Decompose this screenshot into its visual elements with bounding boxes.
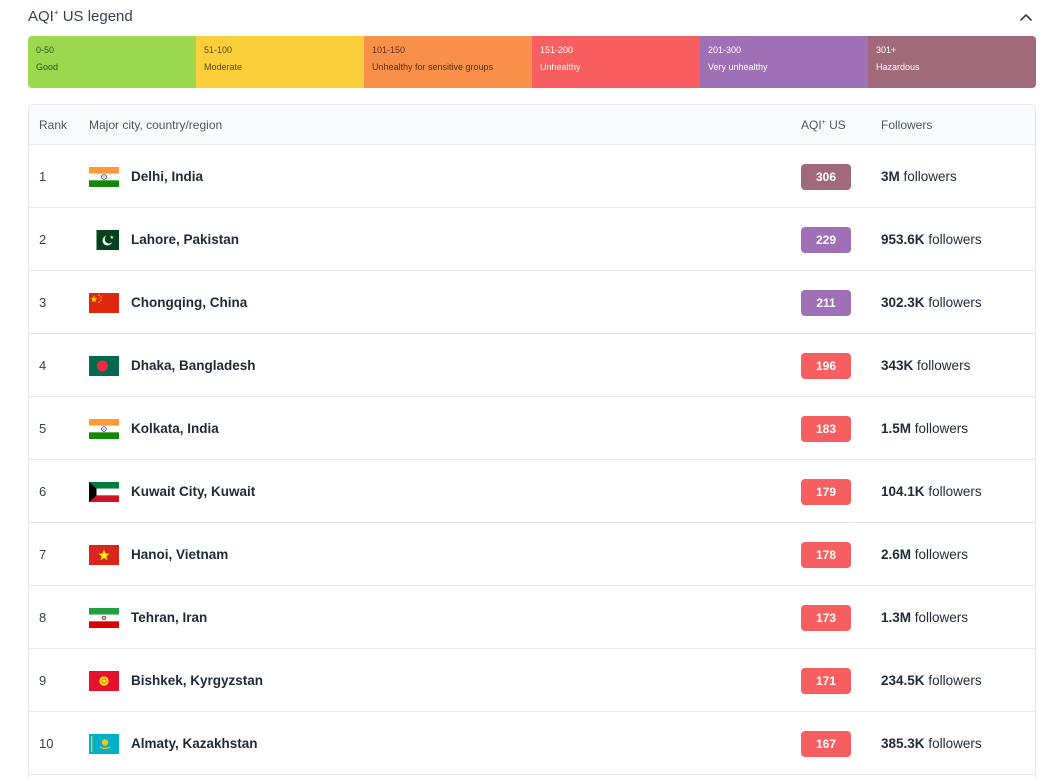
rank-cell: 7 xyxy=(39,547,47,562)
table-row[interactable]: 2 Lahore, Pakistan 229 953.6K followers xyxy=(29,208,1035,271)
city-ranking-table: Rank Major city, country/region AQI+ US … xyxy=(28,104,1036,777)
followers-cell: 953.6K followers xyxy=(881,232,982,247)
legend-header: AQI+ US legend xyxy=(28,6,1036,28)
table-row[interactable]: 10 Almaty, Kazakhstan 167 385.3K followers xyxy=(29,712,1035,775)
iran-flag-icon xyxy=(89,608,119,628)
table-row[interactable]: 1 Delhi, India 306 3M followers xyxy=(29,145,1035,208)
bangladesh-flag-icon xyxy=(89,356,119,376)
aqi-badge: 211 xyxy=(801,290,851,316)
rank-cell: 2 xyxy=(39,232,47,247)
followers-cell: 302.3K followers xyxy=(881,295,982,310)
pakistan-flag-icon xyxy=(89,230,119,250)
followers-cell: 2.6M followers xyxy=(881,547,969,562)
rank-cell: 3 xyxy=(39,295,47,310)
legend-range: 51-100 xyxy=(204,45,233,55)
aqi-badge: 183 xyxy=(801,416,851,442)
legend-title: AQI+ US legend xyxy=(28,8,133,25)
aqi-legend-bar: 0-50 Good 51-100 Moderate 101-150 Unhealthy f… xyxy=(28,36,1036,88)
legend-range: 201-300 xyxy=(708,45,742,55)
followers-cell: 343K followers xyxy=(881,358,971,373)
city-link[interactable]: Hanoi, Vietnam xyxy=(131,547,229,562)
legend-label: Unhealthy xyxy=(540,62,581,72)
aqi-badge: 196 xyxy=(801,353,851,379)
kuwait-flag-icon xyxy=(89,482,119,502)
vietnam-flag-icon xyxy=(89,545,119,565)
aqi-badge: 179 xyxy=(801,479,851,505)
city-header: Major city, country/region xyxy=(89,118,223,132)
city-link[interactable]: Tehran, Iran xyxy=(131,610,208,625)
rank-cell: 1 xyxy=(39,169,47,184)
aqi-badge: 178 xyxy=(801,542,851,568)
city-link[interactable]: Kolkata, India xyxy=(131,421,219,436)
city-link[interactable]: Lahore, Pakistan xyxy=(131,232,240,247)
legend-range: 0-50 xyxy=(36,45,55,55)
rank-cell: 9 xyxy=(39,673,47,688)
aqi-badge: 306 xyxy=(801,164,851,190)
legend-label: Good xyxy=(36,62,59,72)
followers-cell: 104.1K followers xyxy=(881,484,982,499)
legend-segment: 0-50 Good xyxy=(28,36,196,88)
legend-range: 301+ xyxy=(876,45,897,55)
rank-cell: 4 xyxy=(39,358,47,373)
city-link[interactable]: Almaty, Kazakhstan xyxy=(131,736,258,751)
legend-label: Hazardous xyxy=(876,62,920,72)
followers-cell: 1.5M followers xyxy=(881,421,969,436)
followers-cell: 3M followers xyxy=(881,169,957,184)
table-row[interactable]: 5 Kolkata, India 183 1.5M followers xyxy=(29,397,1035,460)
rank-cell: 6 xyxy=(39,484,47,499)
legend-segment: 151-200 Unhealthy xyxy=(532,36,700,88)
collapse-chevron-up-icon[interactable] xyxy=(1018,10,1034,24)
aqi-badge: 171 xyxy=(801,668,851,694)
legend-range: 101-150 xyxy=(372,45,406,55)
kyrgyzstan-flag-icon xyxy=(89,671,119,691)
india-flag-icon xyxy=(89,167,119,187)
city-link[interactable]: Kuwait City, Kuwait xyxy=(131,484,256,499)
kazakhstan-flag-icon xyxy=(89,734,119,754)
legend-segment: 201-300 Very unhealthy xyxy=(700,36,868,88)
rank-header: Rank xyxy=(39,118,68,132)
legend-segment: 51-100 Moderate xyxy=(196,36,364,88)
rank-cell: 8 xyxy=(39,610,47,625)
followers-cell: 234.5K followers xyxy=(881,673,982,688)
city-link[interactable]: Bishkek, Kyrgyzstan xyxy=(131,673,264,688)
table-row[interactable]: 8 Tehran, Iran 173 1.3M followers xyxy=(29,586,1035,649)
table-row[interactable]: 7 Hanoi, Vietnam 178 2.6M followers xyxy=(29,523,1035,586)
city-link[interactable]: Dhaka, Bangladesh xyxy=(131,358,256,373)
table-body: 1 Delhi, India 306 3M followers 2 Lahore, Pak… xyxy=(29,145,1035,775)
city-link[interactable]: Chongqing, China xyxy=(131,295,248,310)
legend-label: Unhealthy for sensitive groups xyxy=(372,62,494,72)
followers-cell: 1.3M followers xyxy=(881,610,969,625)
table-header: Rank Major city, country/region AQI+ US … xyxy=(29,105,1035,145)
followers-header: Followers xyxy=(881,118,933,132)
table-row[interactable]: 3 Chongqing, China 211 302.3K followers xyxy=(29,271,1035,334)
table-row[interactable]: 9 Bishkek, Kyrgyzstan 171 234.5K followers xyxy=(29,649,1035,712)
india-flag-icon xyxy=(89,419,119,439)
rank-cell: 5 xyxy=(39,421,47,436)
followers-cell: 385.3K followers xyxy=(881,736,982,751)
aqi-badge: 229 xyxy=(801,227,851,253)
legend-label: Very unhealthy xyxy=(708,62,768,72)
aqi-header: AQI+ US xyxy=(801,118,846,132)
table-row[interactable]: 4 Dhaka, Bangladesh 196 343K followers xyxy=(29,334,1035,397)
aqi-badge: 167 xyxy=(801,731,851,757)
legend-label: Moderate xyxy=(204,62,243,72)
legend-segment: 101-150 Unhealthy for sensitive groups xyxy=(364,36,532,88)
rank-cell: 10 xyxy=(39,736,54,751)
city-link[interactable]: Delhi, India xyxy=(131,169,204,184)
aqi-badge: 173 xyxy=(801,605,851,631)
legend-segment: 301+ Hazardous xyxy=(868,36,1036,88)
legend-range: 151-200 xyxy=(540,45,574,55)
table-row[interactable]: 6 Kuwait City, Kuwait 179 104.1K followers xyxy=(29,460,1035,523)
china-flag-icon xyxy=(89,293,119,313)
